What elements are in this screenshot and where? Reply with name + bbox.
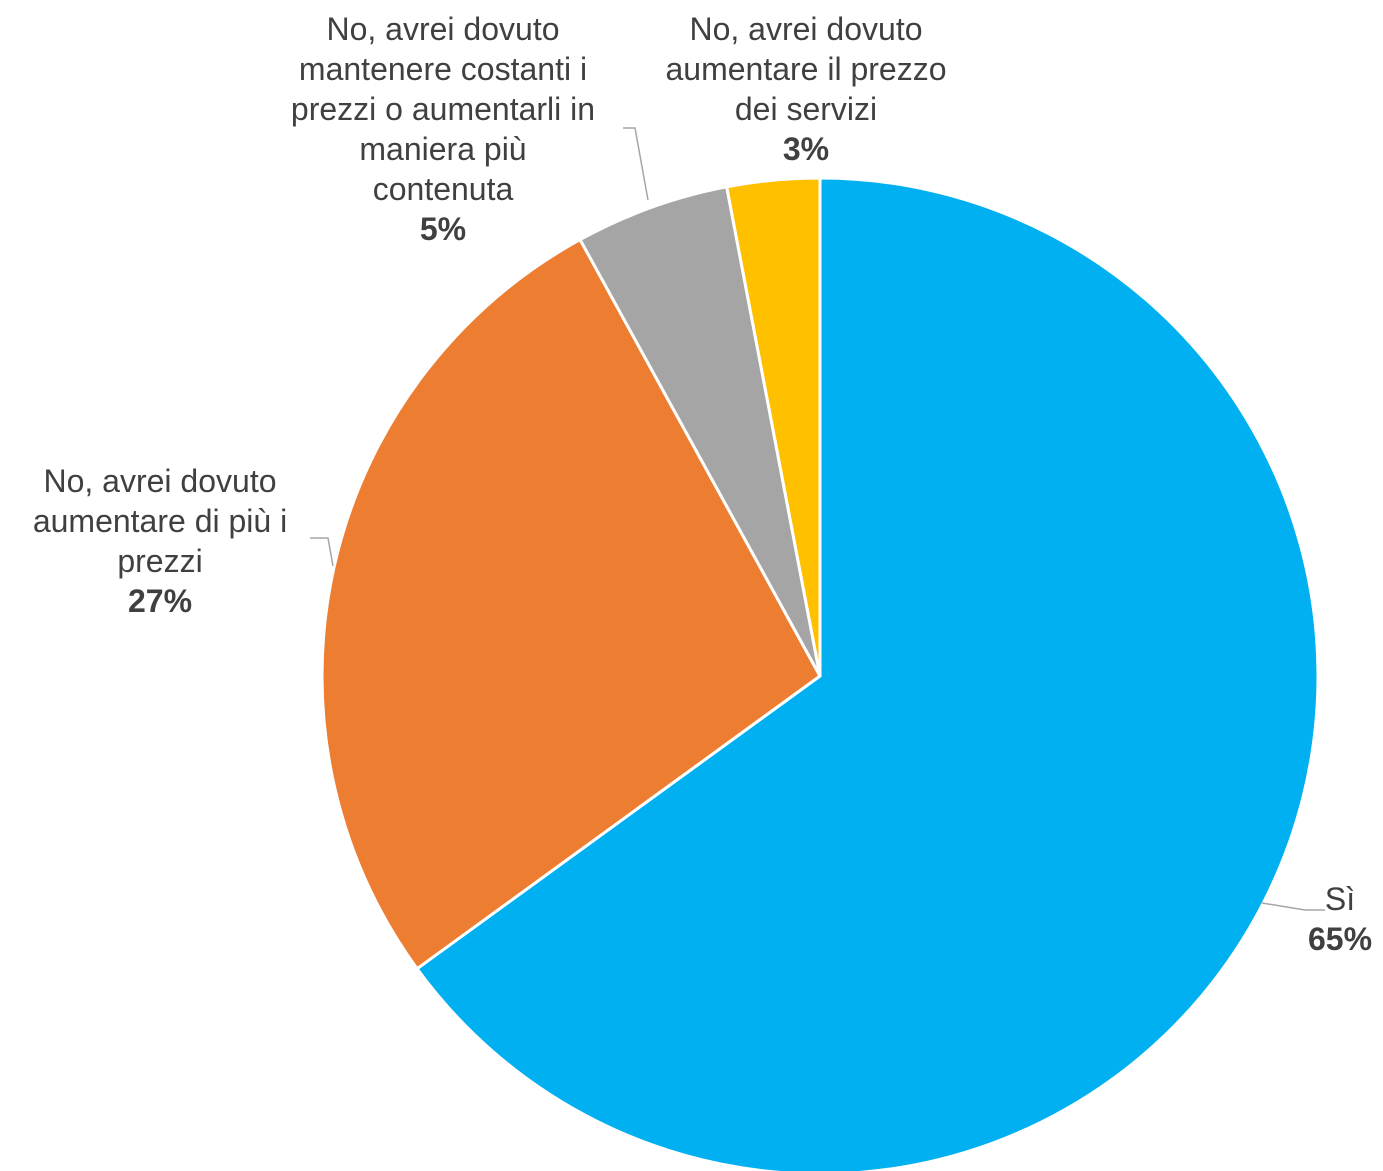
- data-label-percentage: 27%: [128, 583, 192, 619]
- data-label-2: No, avrei dovuto aumentare di più i prezzi…: [33, 463, 287, 619]
- leader-line-3: [623, 127, 649, 201]
- pie-slice-4: [725, 176, 822, 678]
- data-label-percentage: 65%: [1308, 921, 1372, 957]
- data-label-percentage: 3%: [783, 131, 829, 167]
- leader-line-1: [1261, 902, 1325, 911]
- data-label-category-line: aumentare di più i: [33, 503, 287, 539]
- data-label-category-line: No, avrei dovuto: [43, 463, 276, 499]
- pie-slice-1: [415, 176, 1320, 1171]
- data-labels: Sì 65% No, avrei dovuto aumentare di più i p…: [33, 11, 1372, 957]
- data-label-category-line: contenuta: [373, 171, 514, 207]
- data-label-category-line: No, avrei dovuto: [326, 11, 559, 47]
- data-label-category-line: aumentare il prezzo: [665, 51, 946, 87]
- data-label-1: Sì 65%: [1308, 881, 1372, 957]
- data-label-category-line: mantenere costanti i: [299, 51, 587, 87]
- data-label-category-line: No, avrei dovuto: [689, 11, 922, 47]
- data-label-category-line: Sì: [1325, 881, 1355, 917]
- pie-slice-3: [578, 185, 822, 678]
- leader-lines: [310, 127, 1325, 911]
- data-label-category-line: prezzi: [117, 543, 202, 579]
- data-label-3: No, avrei dovuto mantenere costanti i prez…: [291, 11, 595, 247]
- data-label-category-line: prezzi o aumentarli in: [291, 91, 595, 127]
- data-label-category-line: maniera più: [359, 131, 526, 167]
- pie-slices: [320, 176, 1320, 1171]
- pie-slice-2: [320, 238, 822, 971]
- data-label-4: No, avrei dovuto aumentare il prezzo dei s…: [665, 11, 946, 167]
- data-label-category-line: dei servizi: [735, 91, 877, 127]
- data-label-percentage: 5%: [420, 211, 466, 247]
- leader-line-2: [310, 537, 334, 567]
